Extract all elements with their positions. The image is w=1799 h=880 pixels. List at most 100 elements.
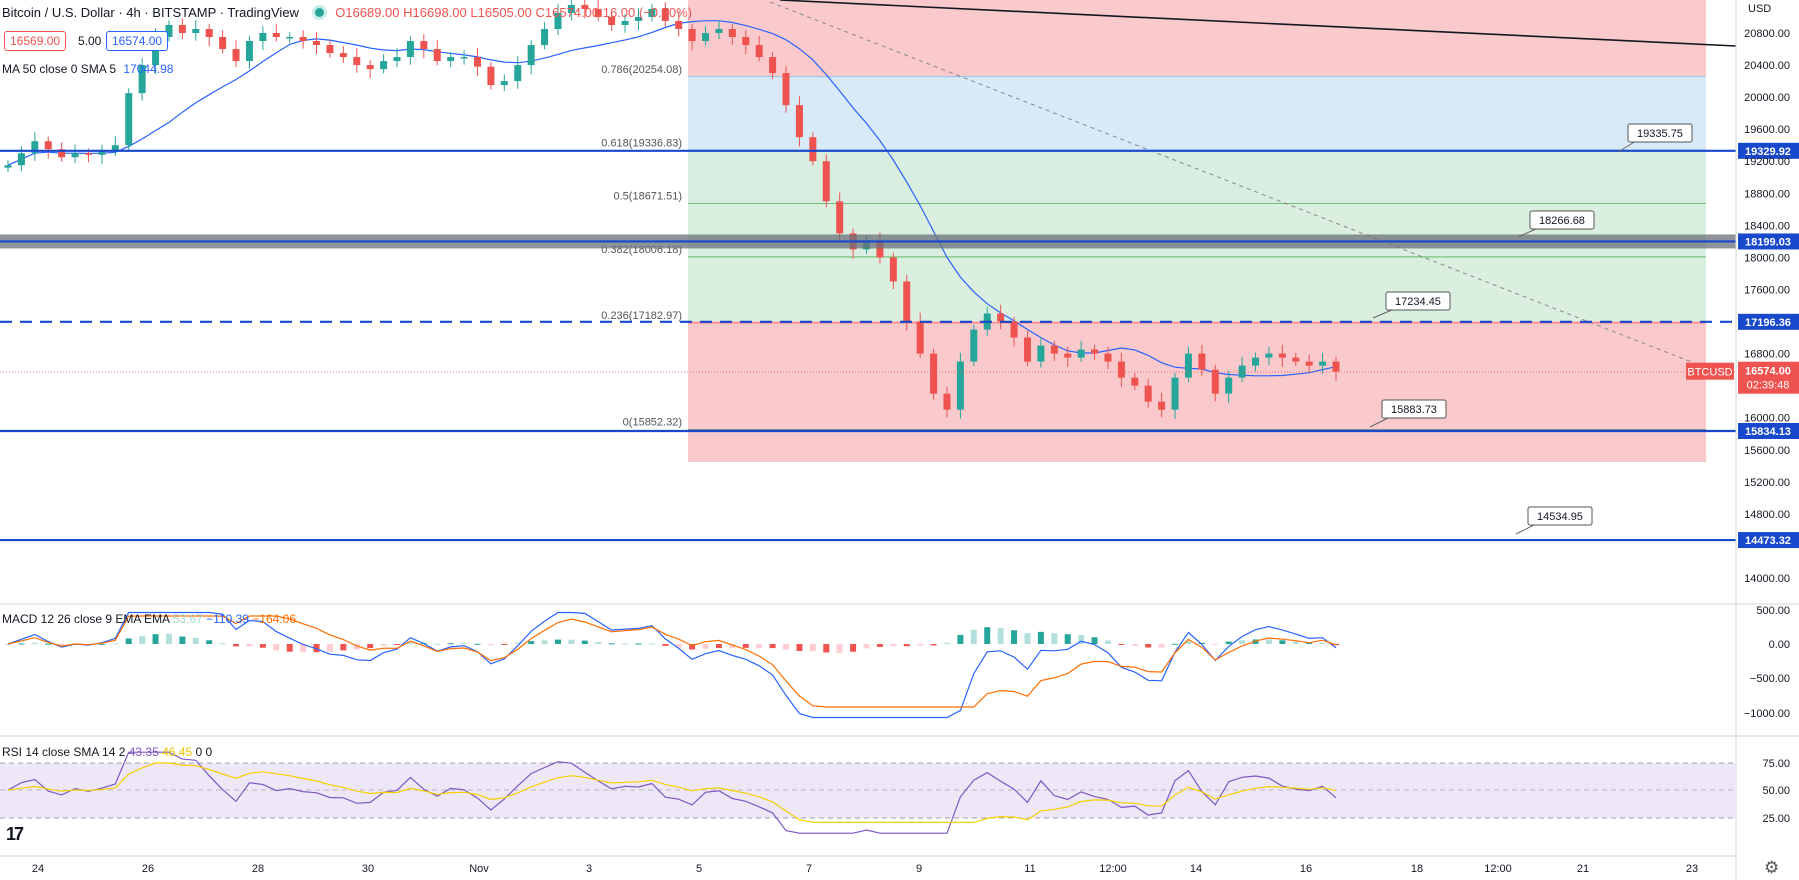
- candle-body: [299, 37, 307, 42]
- macd-histogram-bar: [394, 644, 401, 645]
- macd-histogram-bar: [554, 639, 561, 644]
- candle-body: [527, 45, 535, 66]
- macd-histogram-bar: [179, 636, 186, 644]
- time-axis-tick: 23: [1686, 863, 1698, 875]
- rsi-label: RSI 14 close SMA 14 2: [2, 745, 126, 759]
- macd-axis-tick: 0.00: [1769, 639, 1790, 651]
- macd-histogram-bar: [1279, 640, 1286, 644]
- candle-body: [916, 321, 924, 354]
- macd-histogram-bar: [943, 642, 950, 644]
- macd-histogram-bar: [957, 634, 964, 644]
- candle-body: [1265, 353, 1273, 358]
- ma-label: MA 50 close 0 SMA 5: [2, 62, 117, 76]
- macd-histogram-bar: [58, 644, 65, 645]
- fib-level-label: 0(15852.32): [623, 417, 682, 429]
- symbol-title[interactable]: Bitcoin / U.S. Dollar · 4h · BITSTAMP · …: [2, 5, 299, 20]
- candle-body: [31, 141, 39, 154]
- macd-histogram-bar: [783, 644, 790, 650]
- macd-legend[interactable]: MACD 12 26 close 9 EMA EMA 53.67 −110.39…: [2, 612, 296, 626]
- time-axis-tick: 11: [1024, 863, 1035, 875]
- price-callout[interactable]: [1529, 210, 1595, 230]
- candle-body: [219, 37, 227, 50]
- macd-histogram-bar: [313, 644, 320, 653]
- candle-body: [567, 4, 575, 13]
- macd-histogram-bar: [1104, 640, 1111, 644]
- countdown-label: 02:39:48: [1747, 380, 1790, 392]
- candle-body: [782, 73, 790, 106]
- price-callout-label: 15883.73: [1391, 404, 1437, 416]
- macd-histogram-bar: [528, 641, 535, 644]
- level-price-tag: [1738, 532, 1799, 549]
- macd-histogram-bar: [45, 643, 52, 645]
- rsi-legend[interactable]: RSI 14 close SMA 14 2 43.35 46.45 0 0: [2, 745, 212, 759]
- time-axis-tick: 12:00: [1484, 863, 1512, 875]
- macd-histogram-bar: [997, 628, 1004, 644]
- macd-histogram-bar: [1239, 640, 1246, 644]
- candle-body: [1010, 321, 1018, 338]
- candle-body: [98, 151, 106, 155]
- price-callout[interactable]: [1381, 399, 1447, 419]
- macd-histogram-bar: [608, 643, 615, 645]
- ask-box[interactable]: 16574.00: [106, 31, 169, 51]
- candle-body: [1319, 361, 1327, 366]
- price-callout-label: 17234.45: [1395, 296, 1441, 308]
- macd-axis-tick: −1000.00: [1744, 708, 1790, 720]
- macd-histogram-bar: [233, 644, 240, 647]
- currency-label[interactable]: USD: [1748, 3, 1772, 15]
- ma-legend[interactable]: MA 50 close 0 SMA 5 17044.98: [2, 62, 173, 76]
- candle-body: [4, 165, 12, 168]
- macd-histogram-bar: [970, 629, 977, 644]
- macd-histogram-bar: [715, 644, 722, 649]
- price-callout[interactable]: [1627, 123, 1693, 143]
- candle-body: [165, 24, 173, 38]
- macd-histogram-bar: [729, 644, 736, 649]
- candle-body: [1023, 337, 1031, 362]
- macd-histogram-bar: [876, 644, 883, 647]
- price-callout[interactable]: [1385, 291, 1451, 311]
- bid-box[interactable]: 16569.00: [4, 31, 67, 51]
- price-callout[interactable]: [1527, 506, 1593, 526]
- candle-body: [406, 41, 414, 58]
- ohlc-open: O16689.00: [335, 5, 400, 20]
- macd-histogram-bar: [568, 639, 575, 644]
- price-axis-tick: 19200.00: [1744, 156, 1790, 168]
- candle-body: [44, 141, 52, 150]
- candle-body: [648, 8, 656, 17]
- settings-gear-icon[interactable]: ⚙: [1764, 858, 1780, 877]
- macd-histogram-bar: [1078, 634, 1085, 644]
- rsi-axis-tick: 75.00: [1762, 758, 1790, 770]
- tradingview-logo[interactable]: 17: [6, 824, 24, 844]
- candle-body: [675, 20, 683, 29]
- macd-histogram-bar: [1292, 641, 1299, 644]
- fib-level-label: 0.618(19336.83): [601, 137, 682, 149]
- symbol-tag-label: BTCUSD: [1687, 367, 1732, 379]
- macd-histogram-bar: [300, 644, 307, 653]
- candle-body: [1064, 353, 1072, 358]
- macd-histogram-bar: [836, 644, 843, 653]
- price-axis-tick: 18000.00: [1744, 252, 1790, 264]
- candle-body: [1184, 353, 1192, 378]
- ohlc-high: H16698.00: [403, 5, 467, 20]
- candle-body: [447, 57, 455, 62]
- macd-histogram-bar: [1185, 641, 1192, 644]
- candle-body: [634, 16, 642, 21]
- macd-histogram-bar: [165, 633, 172, 644]
- rsi-value-3: 0: [195, 745, 203, 759]
- price-axis-tick: 18400.00: [1744, 220, 1790, 232]
- last-price-tag: [1738, 361, 1799, 394]
- candle-body: [460, 57, 468, 59]
- macd-histogram-bar: [1011, 630, 1018, 644]
- ohlc-close: C16574.00: [535, 5, 600, 20]
- candle-body: [111, 145, 119, 152]
- time-axis-tick: 21: [1577, 863, 1589, 875]
- time-axis-tick: 28: [252, 863, 264, 875]
- trend-line[interactable]: [779, 0, 1737, 47]
- price-axis-tick: 14000.00: [1744, 573, 1790, 585]
- macd-histogram-bar: [353, 644, 360, 650]
- candle-body: [473, 57, 481, 67]
- price-axis-tick: 19600.00: [1744, 124, 1790, 136]
- dashed-diagonal-line[interactable]: [769, 1, 1713, 371]
- time-axis-tick: 14: [1190, 863, 1202, 875]
- price-axis-tick: 15600.00: [1744, 445, 1790, 457]
